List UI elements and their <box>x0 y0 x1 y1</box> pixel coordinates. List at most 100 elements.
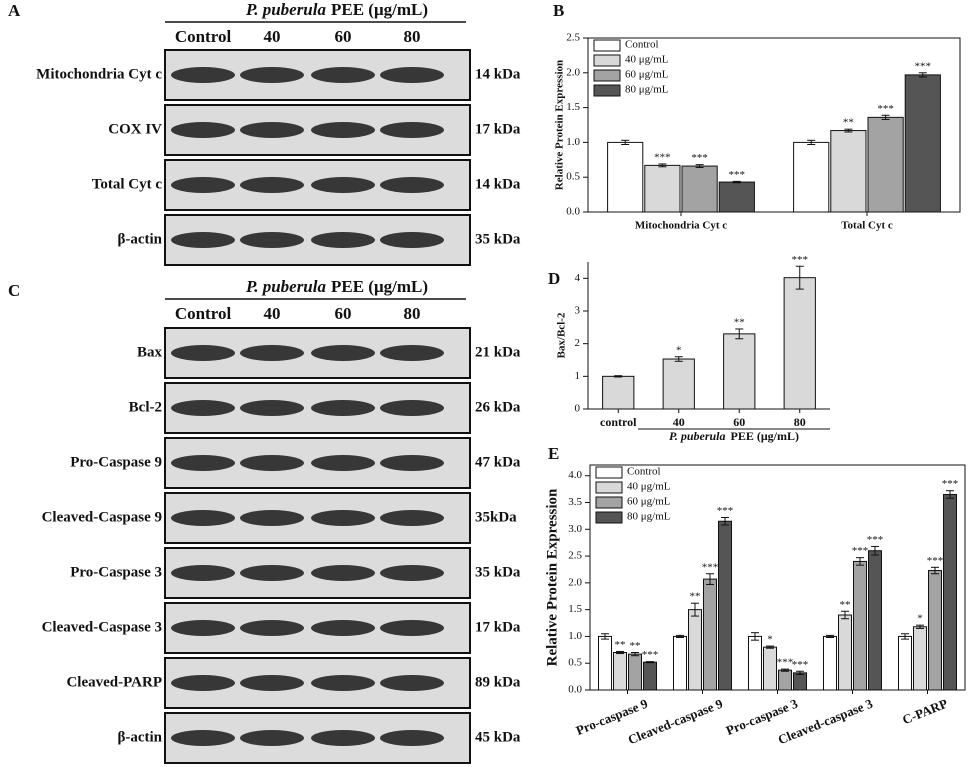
blot-band <box>380 122 444 138</box>
error-bar <box>658 163 667 168</box>
blot-band <box>240 675 304 691</box>
error-bar <box>614 375 623 378</box>
blot-band <box>311 675 375 691</box>
significance: ** <box>840 599 851 611</box>
blot-band <box>380 730 444 746</box>
bar <box>904 74 941 213</box>
bar <box>928 570 942 691</box>
significance: *** <box>642 649 659 661</box>
blot-band <box>380 67 444 83</box>
bar <box>644 164 681 213</box>
significance: *** <box>852 545 869 557</box>
bar <box>823 635 837 691</box>
row-kda: 14 kDa <box>475 176 521 192</box>
error-bar <box>676 634 684 638</box>
bar <box>793 672 807 691</box>
blot-band <box>380 455 444 471</box>
significance: ** <box>630 640 641 652</box>
bar <box>898 635 912 691</box>
error-bar <box>706 573 714 585</box>
bar <box>783 277 816 410</box>
blot-band <box>311 510 375 526</box>
blot-band <box>311 67 375 83</box>
lane-label: 80 <box>404 27 421 46</box>
error-bar <box>881 114 890 120</box>
lane-label: 40 <box>264 27 281 46</box>
significance: *** <box>702 561 719 573</box>
panel-letter: D <box>548 269 560 288</box>
legend-swatch <box>595 466 623 479</box>
legend-label: 40 μg/mL <box>627 481 671 493</box>
bar <box>602 375 635 410</box>
error-bar <box>674 356 683 362</box>
y-tick-label: 4.0 <box>568 469 582 481</box>
error-bar <box>646 661 654 664</box>
plot-frame <box>589 464 966 691</box>
plot-frame <box>587 37 961 213</box>
row-label: Total Cyt c <box>92 176 163 192</box>
blot-band <box>380 510 444 526</box>
bar <box>913 626 927 691</box>
blot-band <box>171 565 235 581</box>
y-tick-label: 1 <box>575 370 581 382</box>
legend-swatch <box>593 39 621 52</box>
significance: *** <box>942 478 959 490</box>
significance: ** <box>843 117 854 129</box>
error-bar <box>946 490 954 499</box>
significance: *** <box>877 103 894 115</box>
blot-band <box>380 232 444 248</box>
header-rest: PEE (μg/mL) <box>731 429 799 443</box>
x-tick-label: 60 <box>733 415 745 429</box>
row-label: β-actin <box>117 231 162 247</box>
blot-band <box>240 510 304 526</box>
y-tick-label: 2.5 <box>568 550 582 562</box>
y-tick-label: 1.0 <box>566 136 580 148</box>
bar <box>703 578 717 691</box>
panel-letter: C <box>8 281 20 300</box>
legend-label: Control <box>625 39 659 51</box>
panel-letter: B <box>553 1 564 20</box>
bar <box>763 646 777 691</box>
blot-band <box>240 455 304 471</box>
header-italic: P. puberula <box>245 0 326 19</box>
error-bar <box>601 633 609 640</box>
x-tick-label: control <box>600 415 637 429</box>
legend-label: 80 μg/mL <box>627 511 671 523</box>
lane-label: 40 <box>264 304 281 323</box>
blot-band <box>240 122 304 138</box>
significance: *** <box>717 505 734 517</box>
row-label: Cleaved-PARP <box>66 674 162 690</box>
row-kda: 17 kDa <box>475 619 521 635</box>
significance: ** <box>690 591 701 603</box>
y-tick-label: 0.5 <box>568 657 582 669</box>
x-tick-label: 40 <box>673 415 685 429</box>
bar <box>853 560 867 691</box>
lane-label: 60 <box>335 27 352 46</box>
row-kda: 35kDa <box>475 509 517 525</box>
header-italic: P. puberula <box>245 277 326 296</box>
row-kda: 35 kDa <box>475 231 521 247</box>
error-bar <box>916 624 924 629</box>
error-bar <box>781 668 789 672</box>
blot-header: P. puberula PEE (μg/mL) <box>245 0 428 19</box>
legend-swatch <box>595 511 623 524</box>
error-bar <box>931 566 939 575</box>
x-tick-label: Mitochondria Cyt c <box>635 220 727 232</box>
bar <box>681 165 718 213</box>
blot-band <box>311 122 375 138</box>
bar <box>628 653 642 691</box>
y-tick-label: 2.0 <box>566 66 580 78</box>
bar <box>838 614 852 691</box>
x-tick-label: 80 <box>794 415 806 429</box>
blot-band <box>380 177 444 193</box>
row-label: Bax <box>137 344 163 360</box>
blot-band <box>240 67 304 83</box>
legend-label: 80 μg/mL <box>625 84 669 96</box>
row-label: Cleaved-Caspase 3 <box>42 619 162 635</box>
blot-band <box>311 730 375 746</box>
error-bar <box>796 670 804 675</box>
legend-label: 60 μg/mL <box>625 69 669 81</box>
row-label: Bcl-2 <box>129 399 162 415</box>
legend-swatch <box>593 84 621 97</box>
blot-band <box>240 565 304 581</box>
